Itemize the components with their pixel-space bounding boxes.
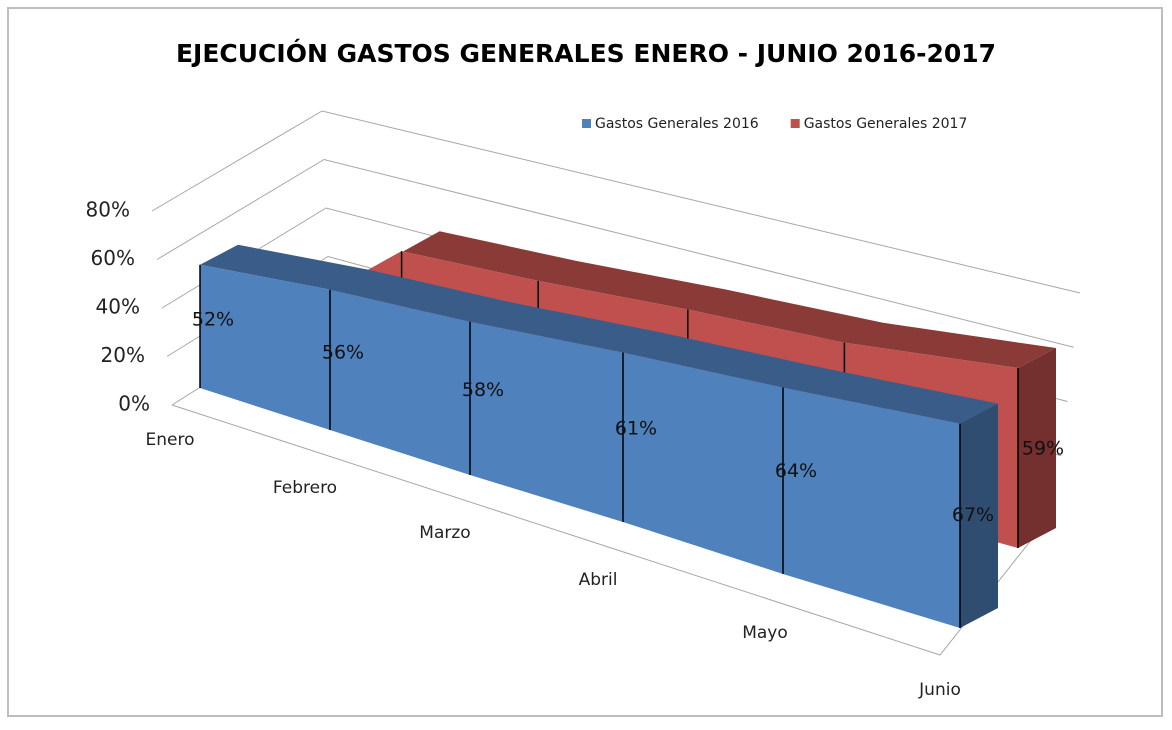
area-top xyxy=(200,244,998,424)
legend-label: Gastos Generales 2017 xyxy=(804,116,968,132)
grid-line xyxy=(151,110,1081,294)
y-tick-label: 0% xyxy=(118,392,150,416)
area-end xyxy=(960,403,998,628)
x-tick-label: Marzo xyxy=(419,523,470,543)
data-label: 61% xyxy=(615,417,657,439)
x-tick-label: Junio xyxy=(918,680,961,700)
chart-title: EJECUCIÓN GASTOS GENERALES ENERO - JUNIO… xyxy=(176,38,996,68)
y-tick-label: 60% xyxy=(91,246,135,270)
area-front xyxy=(200,264,960,628)
x-tick-label: Abril xyxy=(579,570,618,590)
data-label: 67% xyxy=(952,504,994,526)
x-tick-label: Enero xyxy=(146,430,195,450)
data-label: 64% xyxy=(775,460,817,482)
area-top xyxy=(275,231,1056,369)
legend-label: Gastos Generales 2016 xyxy=(595,116,759,132)
y-tick-label: 40% xyxy=(96,295,140,319)
data-label: 52% xyxy=(192,309,234,331)
x-tick-label: Mayo xyxy=(742,623,788,643)
data-label: 56% xyxy=(322,341,364,363)
floor-edge xyxy=(171,404,1056,656)
data-label: 59% xyxy=(1022,438,1064,460)
data-label: 58% xyxy=(462,379,504,401)
legend-swatch xyxy=(582,119,591,128)
x-tick-label: Febrero xyxy=(273,478,337,498)
grid-line xyxy=(156,158,1074,348)
y-tick-label: 80% xyxy=(86,198,130,222)
area-end xyxy=(1018,348,1056,548)
y-tick-label: 20% xyxy=(101,343,145,367)
legend-swatch xyxy=(790,119,800,128)
